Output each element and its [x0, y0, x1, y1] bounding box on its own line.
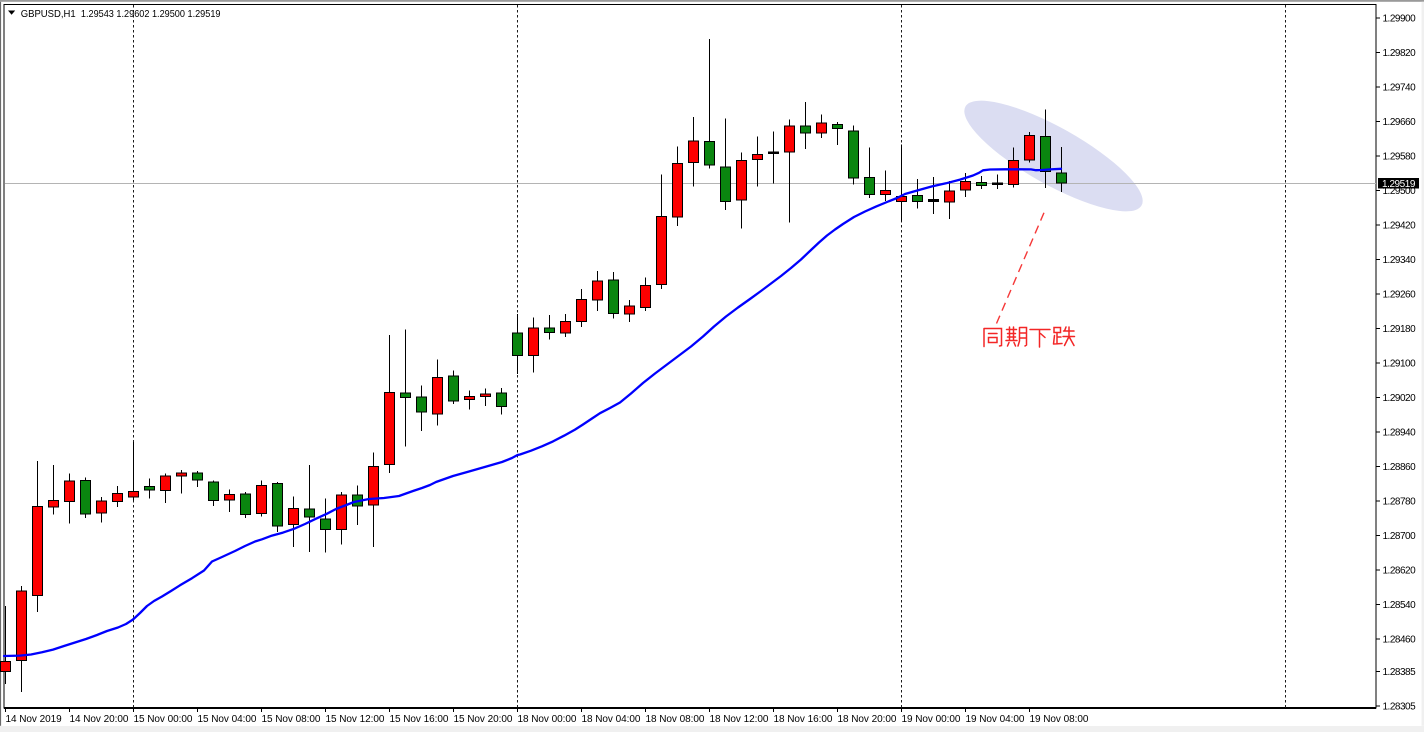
- svg-text:1.29260: 1.29260: [1383, 290, 1417, 301]
- svg-text:1.29543 1.29602 1.29500 1.2951: 1.29543 1.29602 1.29500 1.29519: [81, 8, 221, 20]
- svg-text:1.29519: 1.29519: [1382, 179, 1416, 190]
- svg-text:1.29100: 1.29100: [1383, 359, 1417, 370]
- svg-text:1.28860: 1.28860: [1383, 462, 1417, 473]
- svg-text:19 Nov 00:00: 19 Nov 00:00: [902, 714, 961, 725]
- svg-text:15 Nov 16:00: 15 Nov 16:00: [390, 714, 449, 725]
- svg-text:15 Nov 00:00: 15 Nov 00:00: [134, 714, 193, 725]
- svg-text:1.28540: 1.28540: [1383, 600, 1417, 611]
- svg-text:18 Nov 08:00: 18 Nov 08:00: [646, 714, 705, 725]
- svg-text:1.29820: 1.29820: [1383, 48, 1417, 59]
- svg-text:1.29420: 1.29420: [1383, 221, 1417, 232]
- svg-text:14 Nov 2019: 14 Nov 2019: [6, 714, 63, 725]
- svg-text:GBPUSD,H1: GBPUSD,H1: [21, 8, 76, 20]
- svg-text:18 Nov 04:00: 18 Nov 04:00: [582, 714, 641, 725]
- svg-text:1.29340: 1.29340: [1383, 255, 1417, 266]
- svg-text:18 Nov 00:00: 18 Nov 00:00: [518, 714, 577, 725]
- svg-text:15 Nov 20:00: 15 Nov 20:00: [454, 714, 513, 725]
- svg-text:1.29740: 1.29740: [1383, 83, 1417, 94]
- svg-text:19 Nov 04:00: 19 Nov 04:00: [966, 714, 1025, 725]
- svg-text:1.28620: 1.28620: [1383, 566, 1417, 577]
- svg-text:15 Nov 04:00: 15 Nov 04:00: [198, 714, 257, 725]
- svg-text:18 Nov 16:00: 18 Nov 16:00: [774, 714, 833, 725]
- svg-text:1.28460: 1.28460: [1383, 635, 1417, 646]
- svg-text:1.29020: 1.29020: [1383, 393, 1417, 404]
- svg-text:19 Nov 08:00: 19 Nov 08:00: [1030, 714, 1089, 725]
- svg-text:15 Nov 08:00: 15 Nov 08:00: [262, 714, 321, 725]
- svg-text:1.28700: 1.28700: [1383, 531, 1417, 542]
- svg-text:1.29900: 1.29900: [1383, 14, 1417, 25]
- svg-text:15 Nov 12:00: 15 Nov 12:00: [326, 714, 385, 725]
- svg-text:1.28940: 1.28940: [1383, 428, 1417, 439]
- svg-text:18 Nov 20:00: 18 Nov 20:00: [838, 714, 897, 725]
- svg-text:18 Nov 12:00: 18 Nov 12:00: [710, 714, 769, 725]
- svg-text:1.29180: 1.29180: [1383, 324, 1417, 335]
- svg-text:1.28780: 1.28780: [1383, 497, 1417, 508]
- svg-text:1.28305: 1.28305: [1383, 702, 1417, 713]
- svg-text:1.28385: 1.28385: [1383, 667, 1417, 678]
- svg-text:1.29660: 1.29660: [1383, 117, 1417, 128]
- svg-text:1.29580: 1.29580: [1383, 152, 1417, 163]
- svg-text:14 Nov 20:00: 14 Nov 20:00: [70, 714, 129, 725]
